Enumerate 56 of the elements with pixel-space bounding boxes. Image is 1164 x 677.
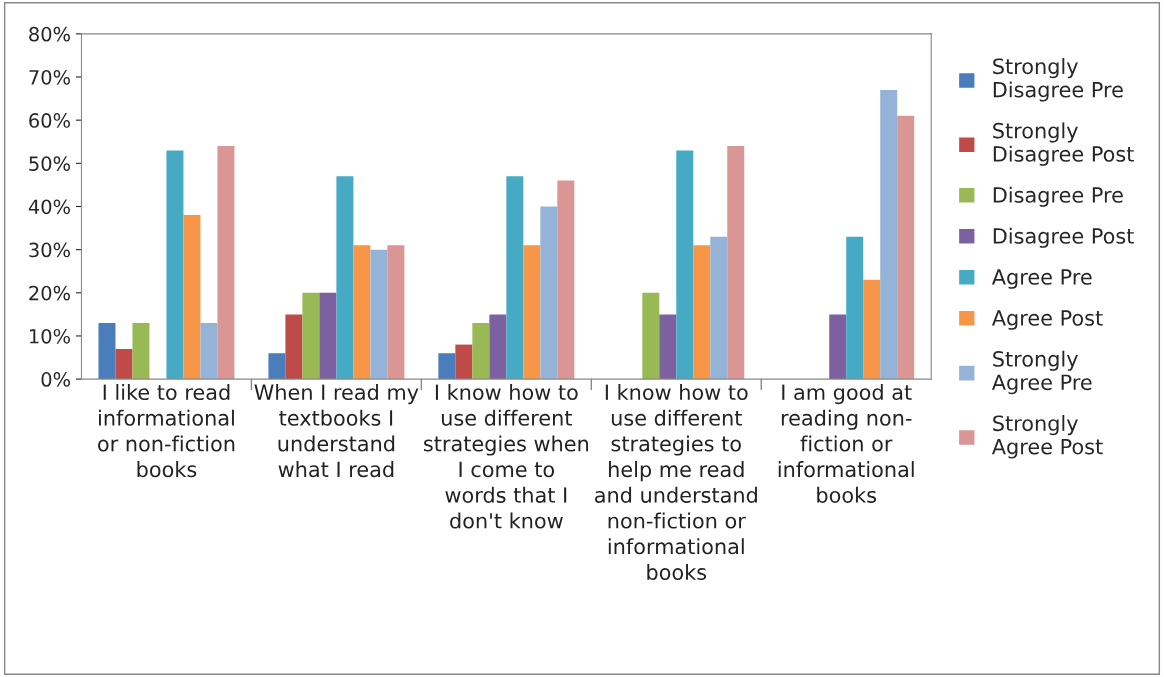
bar [336, 176, 354, 380]
bar [693, 245, 711, 380]
bar [506, 176, 524, 380]
legend-label: Agree Pre [991, 269, 1092, 289]
bar [880, 89, 898, 380]
bar [897, 115, 915, 380]
bar [438, 353, 456, 380]
y-tick-label: 10% [29, 328, 70, 344]
bar [472, 323, 490, 380]
bar [489, 314, 507, 380]
y-tick-label: 30% [29, 242, 70, 258]
legend-label: Disagree Pre [993, 186, 1123, 207]
bar [829, 314, 847, 380]
bar [387, 245, 405, 380]
legend-label: Strongly Disagree Pre [993, 58, 1123, 102]
bar [863, 279, 881, 380]
bar [710, 236, 728, 380]
bar [319, 292, 337, 380]
x-tick-label: When I read my textbooks I understand what I read [254, 383, 419, 478]
x-tick-label: I like to read informational or non-fiction books [98, 383, 235, 478]
bar [285, 314, 303, 380]
bar [200, 323, 218, 380]
x-tick-label: I know how to use different strategies when I come to words that I don't know [424, 383, 589, 529]
legend-label: Agree Post [991, 310, 1103, 330]
y-tick-label: 0% [41, 372, 70, 387]
bar [115, 348, 133, 380]
bar [370, 249, 388, 380]
bar [523, 245, 541, 380]
bar [166, 150, 184, 380]
bar [540, 206, 558, 380]
y-tick-label: 60% [29, 113, 70, 128]
bar [217, 146, 235, 380]
legend-label: Disagree Post [993, 227, 1134, 248]
bar [353, 245, 371, 380]
bar [455, 344, 473, 380]
legend-label: Strongly Agree Pre [991, 350, 1092, 395]
bar [642, 292, 660, 380]
bar [132, 323, 150, 380]
bar [98, 323, 116, 380]
bar [302, 292, 320, 380]
bar [846, 236, 864, 380]
bar [268, 353, 286, 380]
x-tick-label: I know how to use different strategies to help me read and understand non-fiction or informational books [595, 383, 757, 581]
legend-label: Strongly Disagree Post [993, 122, 1134, 166]
y-tick-label: 40% [28, 199, 70, 215]
x-tick-label: I am good at reading non- fiction or informational books [778, 383, 914, 503]
y-tick-label: 80% [29, 26, 70, 42]
bar [183, 215, 201, 380]
bar [727, 146, 745, 380]
bar [557, 180, 575, 380]
bar [659, 314, 677, 380]
y-tick-label: 20% [29, 285, 70, 301]
legend-label: Strongly Agree Post [991, 415, 1103, 459]
y-tick-label: 50% [29, 156, 70, 171]
y-tick-label: 70% [29, 69, 70, 85]
bar [676, 150, 694, 380]
